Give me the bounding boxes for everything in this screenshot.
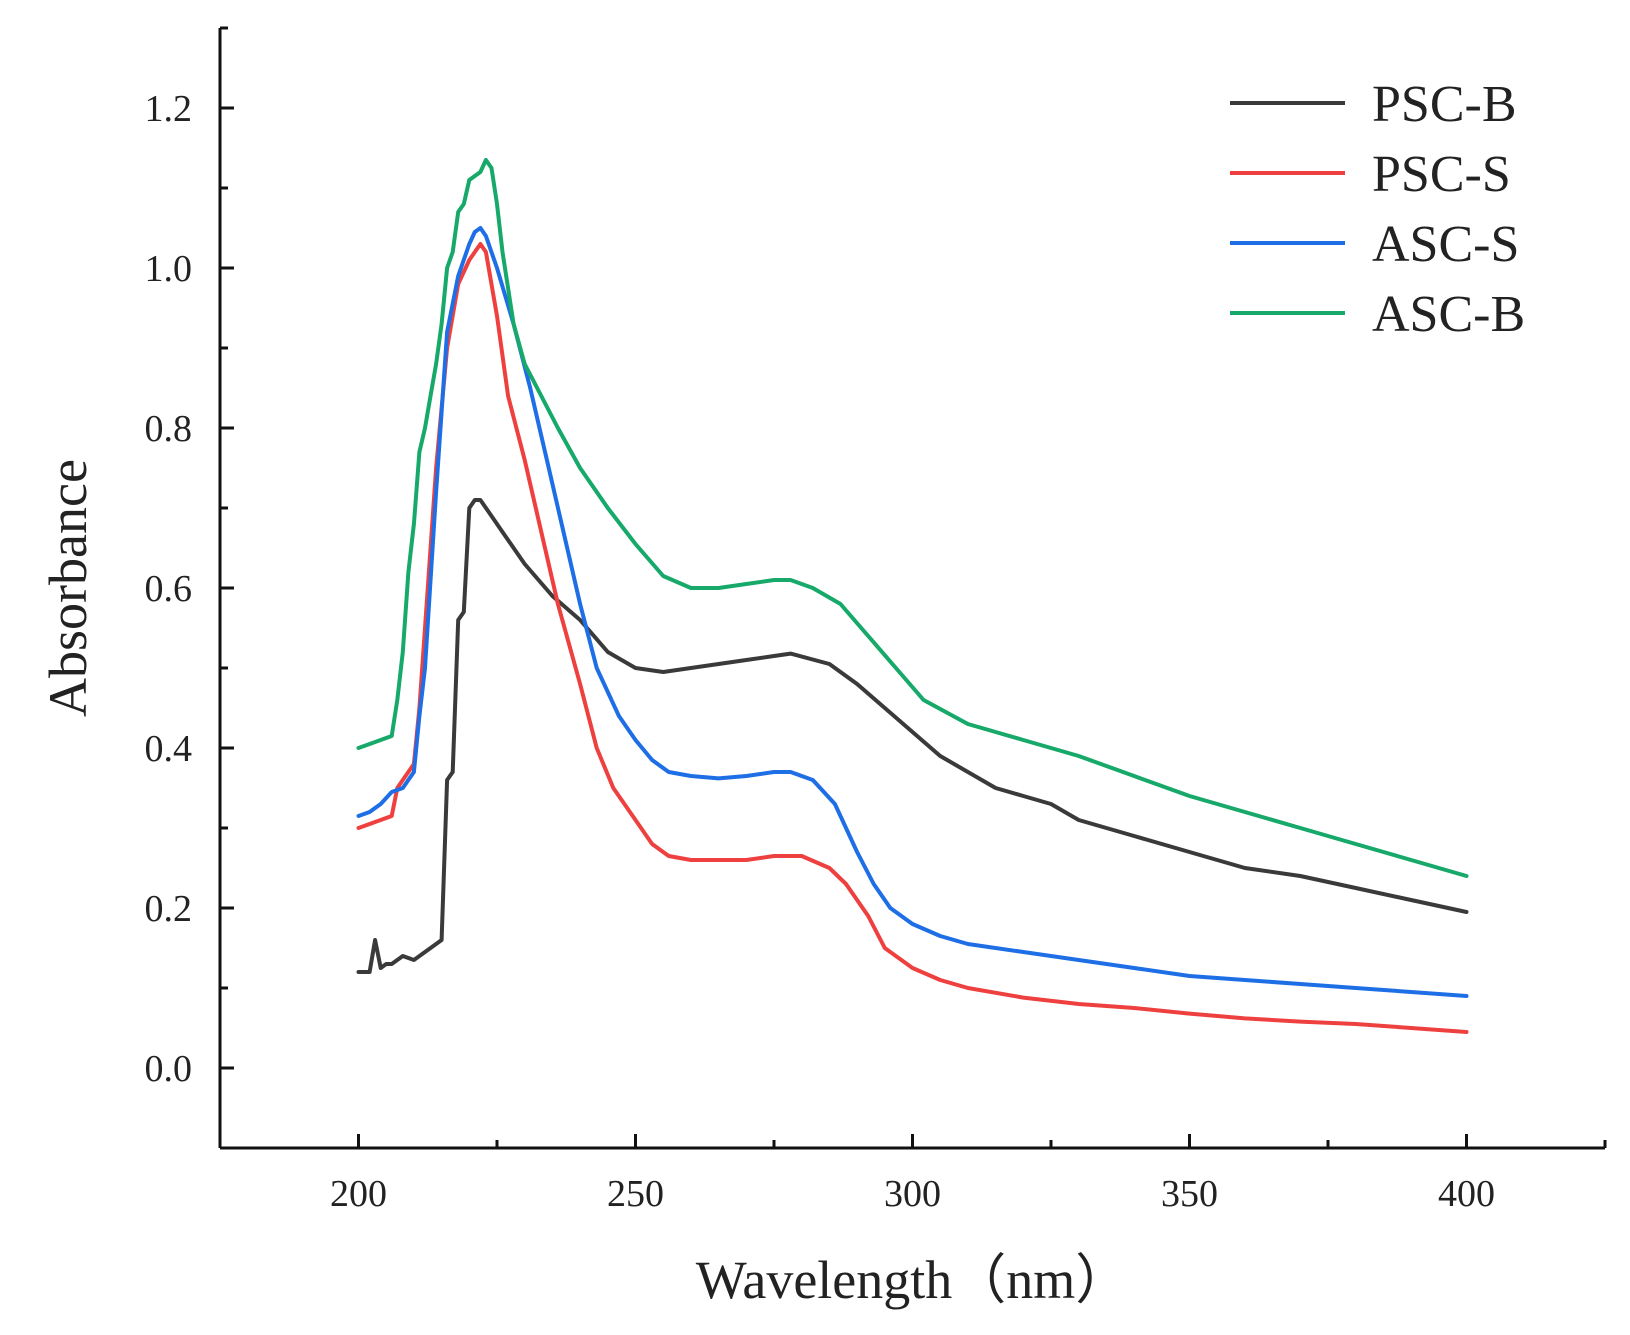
legend-label-asc-s: ASC-S <box>1372 216 1519 273</box>
series-lines <box>356 158 1469 1034</box>
x-axis-title: Wavelength（nm） <box>696 1250 1130 1310</box>
y-axis-title: Absorbance <box>38 459 98 717</box>
ticks: 0.0 0.2 0.4 0.6 0.8 1.0 1.2 200 250 300 350 400 <box>145 26 1607 1215</box>
legend: PSC-B PSC-S ASC-S ASC-B <box>1230 76 1525 343</box>
x-tick-label: 350 <box>1161 1173 1218 1215</box>
y-tick-label: 0.6 <box>145 568 193 610</box>
y-tick-label: 0.2 <box>145 888 193 930</box>
x-tick-label: 300 <box>884 1173 941 1215</box>
legend-label-psc-b: PSC-B <box>1372 76 1517 133</box>
legend-label-psc-s: PSC-S <box>1372 146 1511 203</box>
series-line-psc-b <box>356 498 1469 974</box>
series-line-psc-s <box>356 242 1469 1034</box>
y-tick-label: 0.4 <box>145 728 193 770</box>
y-tick-label: 1.2 <box>145 88 193 130</box>
x-tick-label: 400 <box>1438 1173 1495 1215</box>
y-tick-label: 1.0 <box>145 248 193 290</box>
x-tick-label: 250 <box>607 1173 664 1215</box>
y-tick-label: 0.8 <box>145 408 193 450</box>
series-line-asc-b <box>356 158 1469 878</box>
y-tick-label: 0.0 <box>145 1048 193 1090</box>
legend-label-asc-b: ASC-B <box>1372 286 1525 343</box>
series-line-asc-s <box>356 226 1469 998</box>
x-tick-label: 200 <box>330 1173 387 1215</box>
